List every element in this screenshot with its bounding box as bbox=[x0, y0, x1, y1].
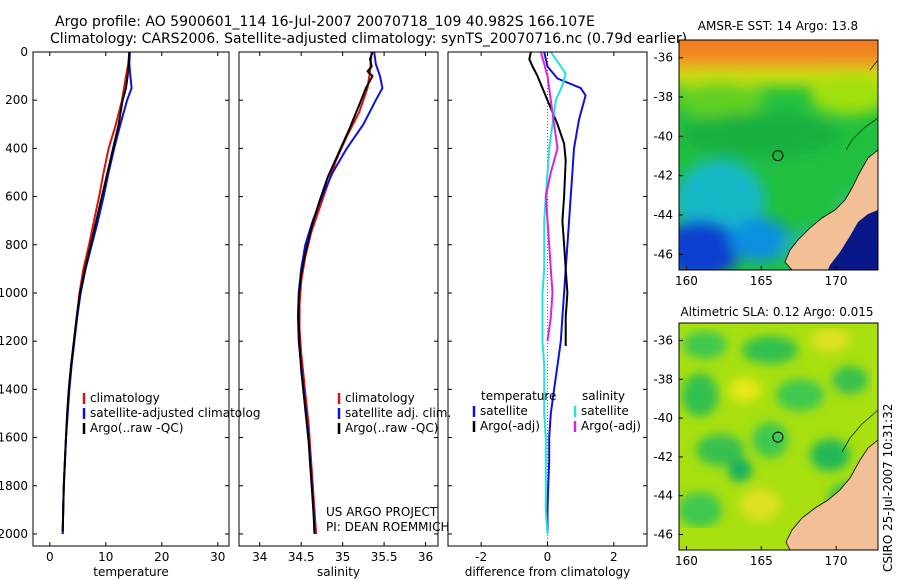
salinity-series bbox=[296, 52, 384, 535]
depth-tick-label: 400 bbox=[5, 141, 28, 155]
temperature-legend-item: Argo(..raw -QC) bbox=[90, 421, 183, 435]
salinity-legend-item: climatology bbox=[345, 391, 415, 405]
temperature-frame bbox=[32, 51, 230, 547]
new-zealand-land-sla bbox=[785, 439, 878, 550]
difference-series bbox=[528, 52, 587, 535]
depth-tick-label: 200 bbox=[5, 93, 28, 107]
salinity-frame bbox=[238, 51, 439, 547]
figure-subtitle: Climatology: CARS2006. Satellite-adjuste… bbox=[50, 31, 687, 47]
sla-map-frame bbox=[678, 322, 879, 551]
temperature-line-argo bbox=[61, 52, 131, 532]
map-xtick-label: 170 bbox=[825, 274, 848, 288]
sst-contour-north bbox=[869, 59, 878, 71]
sst-map-frame bbox=[678, 39, 879, 271]
salinity-xtick-label: 35.5 bbox=[371, 550, 398, 564]
difference-legend-item: satellite bbox=[581, 404, 629, 418]
temperature-xtick-label: 0 bbox=[46, 550, 54, 564]
sla-map bbox=[679, 323, 878, 550]
map-xtick-label: 160 bbox=[675, 554, 698, 568]
map-ytick-label: -42 bbox=[653, 169, 673, 183]
difference-legend-item: Argo(-adj) bbox=[581, 419, 641, 433]
depth-tick-label: 2000 bbox=[0, 527, 28, 541]
sst-field bbox=[679, 40, 878, 270]
map-ytick-label: -46 bbox=[653, 247, 673, 261]
difference-legend-item: satellite bbox=[480, 404, 528, 418]
sst-map-title: AMSR-E SST: 14 Argo: 13.8 bbox=[698, 19, 858, 33]
sla-map-axes: 160 165 170 -36 -38 -40 -42 -44 -46 bbox=[653, 333, 847, 568]
salinity-panel: 34 34.5 35 35.5 36 salinity climatologysatelli… bbox=[238, 51, 451, 579]
temperature-series bbox=[61, 52, 133, 535]
salinity-legend-item: satellite adj. clim. bbox=[345, 406, 451, 420]
deep-blue-east bbox=[828, 210, 878, 270]
salinity-line-argo bbox=[297, 52, 374, 535]
map-ytick-label: -38 bbox=[653, 372, 673, 386]
depth-tick-label: 1000 bbox=[0, 286, 28, 300]
difference-line-temperature-argo-adj bbox=[528, 52, 569, 346]
depth-tick-label: 1800 bbox=[0, 479, 28, 493]
map-ytick-label: -44 bbox=[653, 489, 673, 503]
salinity-xtick-label: 35 bbox=[335, 550, 350, 564]
sla-contour bbox=[841, 409, 878, 453]
salinity-xtick-label: 34.5 bbox=[288, 550, 315, 564]
map-ytick-label: -42 bbox=[653, 450, 673, 464]
temperature-xtick-label: 10 bbox=[98, 550, 113, 564]
temperature-xtick-label: 30 bbox=[210, 550, 225, 564]
map-xtick-label: 165 bbox=[750, 554, 773, 568]
temperature-panel: 0 10 20 30 temperature 0 200 400 600 800 1000 1200 1… bbox=[0, 45, 260, 579]
sst-map bbox=[679, 40, 878, 270]
map-ytick-label: -38 bbox=[653, 90, 673, 104]
temperature-legend-item: satellite-adjusted climatolog bbox=[90, 406, 260, 420]
map-ytick-label: -40 bbox=[653, 129, 673, 143]
project-label: US ARGO PROJECT bbox=[326, 505, 438, 519]
timestamp-label: CSIRO 25-Jul-2007 10:31:32 bbox=[881, 404, 895, 572]
sla-field bbox=[679, 328, 872, 528]
difference-legend-header: salinity bbox=[582, 389, 625, 403]
temperature-line-satellite bbox=[61, 52, 133, 535]
depth-tick-label: 600 bbox=[5, 190, 28, 204]
map-ytick-label: -36 bbox=[653, 333, 673, 347]
figure-title: Argo profile: AO 5900601_114 16-Jul-2007… bbox=[55, 14, 595, 30]
difference-line-temperature-satellite bbox=[543, 52, 587, 534]
depth-tick-label: 1600 bbox=[0, 431, 28, 445]
depth-tick-label: 1400 bbox=[0, 382, 28, 396]
depth-tick-label: 1200 bbox=[0, 334, 28, 348]
difference-xtick-label: -2 bbox=[475, 550, 487, 564]
map-xtick-label: 160 bbox=[675, 274, 698, 288]
difference-xtick-label: 0 bbox=[544, 550, 552, 564]
salinity-xlabel: salinity bbox=[317, 565, 360, 579]
difference-xlabel: difference from climatology bbox=[465, 565, 631, 579]
difference-line-salinity-satellite bbox=[541, 52, 567, 535]
map-ytick-label: -46 bbox=[653, 527, 673, 541]
sst-contour bbox=[845, 117, 878, 151]
temperature-xlabel: temperature bbox=[93, 565, 168, 579]
sla-map-title: Altimetric SLA: 0.12 Argo: 0.015 bbox=[680, 305, 873, 319]
map-ytick-label: -40 bbox=[653, 411, 673, 425]
map-ytick-label: -36 bbox=[653, 51, 673, 65]
difference-legend-item: Argo(-adj) bbox=[480, 419, 540, 433]
salinity-xtick-label: 34 bbox=[252, 550, 267, 564]
map-xtick-label: 165 bbox=[750, 274, 773, 288]
argo-float-marker bbox=[772, 150, 784, 162]
salinity-legend-item: Argo(..raw -QC) bbox=[345, 421, 438, 435]
argo-float-marker-sla bbox=[772, 431, 784, 443]
pi-label: PI: DEAN ROEMMICH bbox=[326, 520, 449, 534]
difference-xtick-label: 2 bbox=[610, 550, 618, 564]
salinity-xtick-label: 36 bbox=[418, 550, 433, 564]
temperature-legend-item: climatology bbox=[90, 391, 160, 405]
temperature-xtick-label: 20 bbox=[154, 550, 169, 564]
difference-legend-header: temperature bbox=[481, 389, 556, 403]
sst-map-axes: 160 165 170 -36 -38 -40 -42 -44 -46 bbox=[653, 51, 847, 288]
depth-tick-label: 0 bbox=[20, 45, 28, 59]
depth-tick-label: 800 bbox=[5, 238, 28, 252]
difference-line-salinity-argo-adj bbox=[539, 52, 559, 342]
map-xtick-label: 170 bbox=[825, 554, 848, 568]
map-ytick-label: -44 bbox=[653, 208, 673, 222]
